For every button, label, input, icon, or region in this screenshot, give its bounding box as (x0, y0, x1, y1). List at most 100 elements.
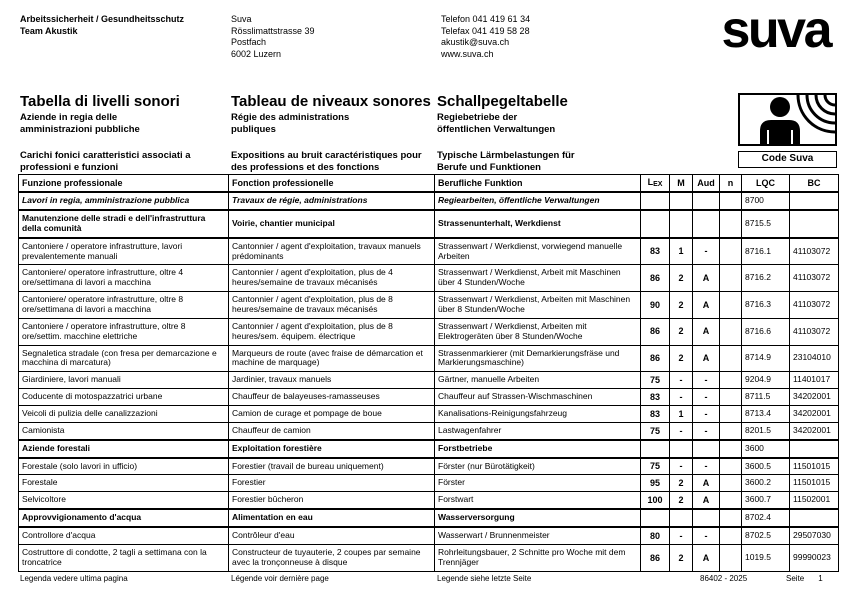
cell-lqc: 8716.6 (741, 317, 790, 346)
cell-m: - (669, 388, 693, 406)
cell-de: Regiearbeiten, öffentliche Verwaltungen (434, 191, 641, 211)
contact-block: Telefon 041 419 61 34 Telefax 041 419 58… (441, 14, 530, 61)
col-header-lex: LEX (640, 174, 670, 194)
cell-lex (640, 191, 670, 211)
cell-aud: - (692, 421, 720, 441)
cell-lqc: 8716.1 (741, 237, 790, 266)
cell-n (719, 543, 742, 572)
page-title-italian: Tabella di livelli sonori (20, 93, 180, 110)
cell-aud (692, 191, 720, 211)
cell-bc (789, 208, 839, 239)
table-row: Cantoniere/ operatore infrastrutture, ol… (18, 264, 839, 293)
cell-bc (789, 191, 839, 211)
cell-aud: A (692, 317, 720, 346)
cell-lqc: 3600.5 (741, 457, 790, 476)
cell-n (719, 344, 742, 373)
cell-it: Cantoniere / operatore infrastrutture, o… (18, 317, 229, 346)
subtitle-italian: Aziende in regia delle amministrazioni p… (20, 112, 140, 136)
cell-n (719, 508, 742, 529)
title-column-german: Schallpegeltabelle Regiebetriebe der öff… (437, 93, 575, 174)
phone-line: Telefon 041 419 61 34 (441, 14, 531, 24)
address-block: Suva Rösslimattstrasse 39 Postfach 6002 … (231, 14, 315, 61)
cell-lqc: 8716.2 (741, 264, 790, 293)
cell-fr: Exploitation forestière (228, 438, 435, 459)
cell-aud (692, 438, 720, 459)
cell-it: Segnaletica stradale (con fresa per dema… (18, 344, 229, 373)
cell-bc: 41103072 (789, 264, 839, 293)
fax-line: Telefax 041 419 58 28 (441, 25, 530, 36)
cell-it: Veicoli di pulizia delle canalizzazioni (18, 405, 229, 423)
cell-bc: 99990023 (789, 543, 839, 572)
cell-fr: Forestier (travail de bureau uniquement) (228, 457, 435, 476)
document-number: 86402 - 2025 (700, 574, 748, 583)
cell-lex: 80 (640, 526, 670, 545)
cell-lex: 83 (640, 405, 670, 423)
table-row: Veicoli di pulizia delle canalizzazioni C… (18, 405, 839, 423)
cell-aud: - (692, 371, 720, 390)
cell-lqc: 3600.2 (741, 474, 790, 493)
cell-lex (640, 208, 670, 239)
cell-fr: Constructeur de tuyauterie, 2 coupes par… (228, 543, 435, 572)
page-title-french: Tableau de niveaux sonores (231, 93, 431, 110)
cell-m (669, 208, 693, 239)
cell-m: 2 (669, 543, 693, 572)
cell-bc: 11502001 (789, 491, 839, 510)
cell-lqc: 8713.4 (741, 405, 790, 423)
cell-m (669, 191, 693, 211)
cell-aud (692, 508, 720, 529)
cell-bc: 11401017 (789, 371, 839, 390)
website-text: www.suva.ch (441, 49, 494, 60)
cell-it: Cantoniere/ operatore infrastrutture, ol… (18, 264, 229, 293)
email-text: akustik@suva.ch (441, 37, 510, 48)
cell-fr: Cantonnier / agent d'exploitation, plus … (228, 291, 435, 319)
address-line: Suva (231, 14, 252, 24)
sound-level-table-wrapper: Funzione professionale Fonction professi… (18, 174, 839, 572)
cell-it: Camionista (18, 421, 229, 441)
sound-table-body: Lavori in regia, amministrazione pubblic… (18, 191, 839, 572)
caption-german: Typische Lärmbelastungen für Berufe und … (437, 149, 575, 174)
col-header-fonction: Fonction professionelle (228, 174, 435, 194)
cell-lqc: 8711.5 (741, 388, 790, 406)
col-header-aud: Aud (692, 174, 720, 194)
sound-level-table: Funzione professionale Fonction professi… (18, 174, 839, 572)
cell-n (719, 237, 742, 266)
cell-lex: 86 (640, 543, 670, 572)
cell-lqc: 8716.3 (741, 291, 790, 319)
cell-lex: 75 (640, 421, 670, 441)
col-header-lqc: LQC (741, 174, 790, 194)
table-row: Giardiniere, lavori manuali Jardinier, tr… (18, 371, 839, 390)
cell-m (669, 438, 693, 459)
cell-fr: Cantonnier / agent d'exploitation, plus … (228, 264, 435, 293)
cell-bc: 34202001 (789, 421, 839, 441)
cell-lex: 75 (640, 371, 670, 390)
cell-de: Rohrleitungsbauer, 2 Schnitte pro Woche … (434, 543, 641, 572)
cell-bc: 23104010 (789, 344, 839, 373)
cell-lex: 83 (640, 237, 670, 266)
cell-n (719, 438, 742, 459)
cell-aud: A (692, 543, 720, 572)
cell-m: 2 (669, 491, 693, 510)
cell-aud: - (692, 237, 720, 266)
cell-m: 2 (669, 291, 693, 319)
cell-aud: - (692, 405, 720, 423)
cell-m (669, 508, 693, 529)
page-number: 1 (818, 574, 823, 583)
col-header-funzione: Funzione professionale (18, 174, 229, 194)
cell-lqc: 3600.7 (741, 491, 790, 510)
subtitle-german: Regiebetriebe der öffentlichen Verwaltun… (437, 112, 556, 136)
title-column-italian: Tabella di livelli sonori Aziende in reg… (20, 93, 191, 174)
cell-bc: 29507030 (789, 526, 839, 545)
table-row: Cantoniere / operatore infrastrutture, l… (18, 237, 839, 266)
table-row: Camionista Chauffeur de camion Lastwagenfa… (18, 421, 839, 441)
cell-lqc: 3600 (741, 438, 790, 459)
cell-lqc: 8201.5 (741, 421, 790, 441)
cell-n (719, 491, 742, 510)
cell-de: Lastwagenfahrer (434, 421, 641, 441)
cell-it: Costruttore di condotte, 2 tagli a setti… (18, 543, 229, 572)
cell-bc (789, 508, 839, 529)
cell-it: Aziende forestali (18, 438, 229, 459)
suva-logo: suva (721, 1, 832, 59)
cell-fr: Jardinier, travaux manuels (228, 371, 435, 390)
cell-it: Cantoniere / operatore infrastrutture, l… (18, 237, 229, 266)
address-line: Rösslimattstrasse 39 (231, 25, 315, 36)
